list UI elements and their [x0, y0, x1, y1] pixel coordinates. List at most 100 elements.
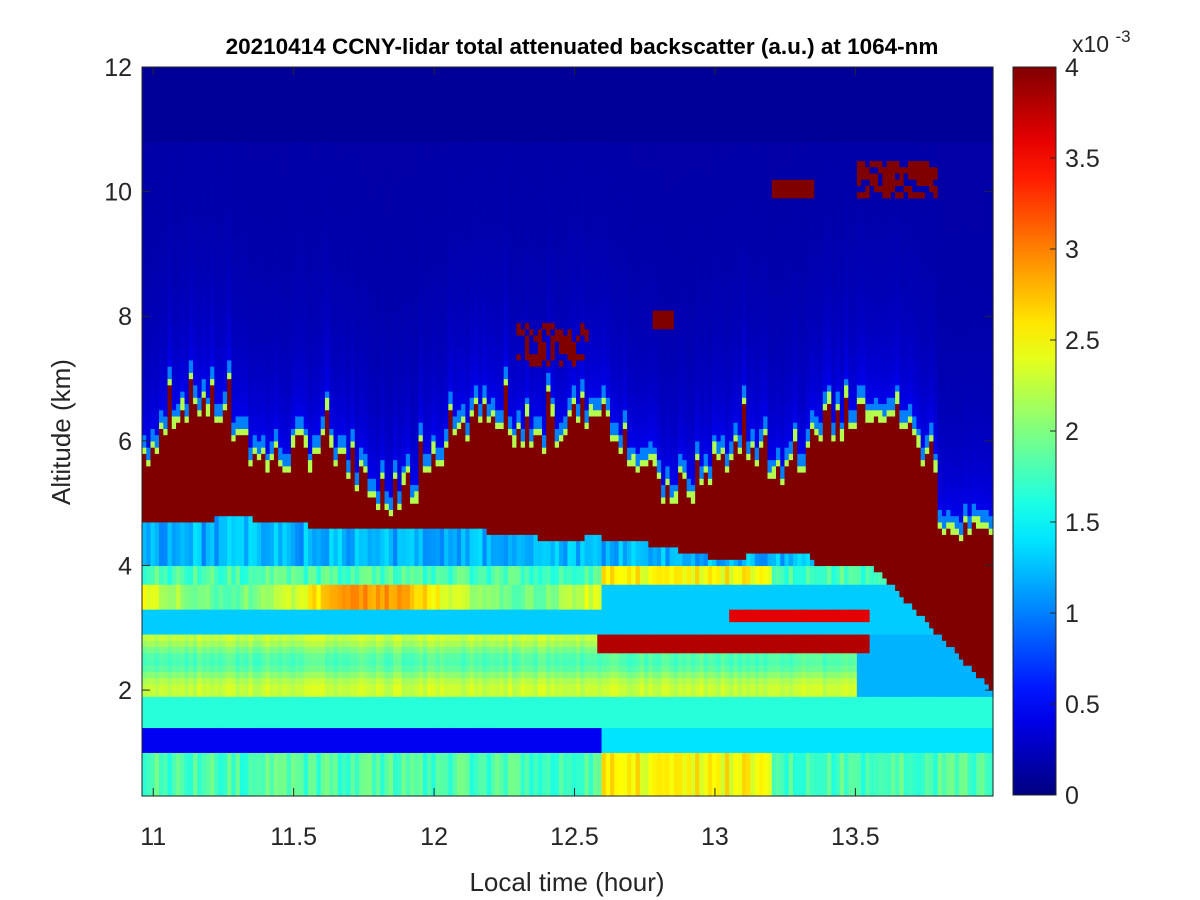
- heatmap-cell: [341, 447, 347, 454]
- heatmap-cell: [324, 727, 330, 753]
- heatmap-cell: [529, 652, 535, 660]
- heatmap-cell: [397, 334, 403, 342]
- heatmap-cell: [533, 253, 539, 267]
- heatmap-cell: [533, 652, 539, 660]
- heatmap-cell: [286, 658, 292, 666]
- heatmap-cell: [239, 353, 245, 361]
- heatmap-cell: [303, 272, 309, 280]
- heatmap-cell: [499, 634, 505, 641]
- heatmap-cell: [461, 260, 466, 267]
- heatmap-cell: [244, 334, 249, 342]
- heatmap-cell: [541, 609, 547, 635]
- heatmap-cell: [290, 584, 296, 610]
- heatmap-cell: [180, 640, 186, 648]
- heatmap-cell: [265, 696, 271, 729]
- heatmap-cell: [482, 727, 488, 753]
- heatmap-cell: [193, 353, 198, 361]
- heatmap-cell: [167, 658, 173, 666]
- heatmap-cell: [180, 347, 186, 355]
- heatmap-cell: [307, 447, 313, 454]
- heatmap-cell: [401, 353, 407, 361]
- heatmap-cell: [324, 609, 330, 635]
- heatmap-cell: [465, 640, 471, 648]
- heatmap-cell: [256, 328, 262, 336]
- heatmap-cell: [512, 359, 518, 367]
- heatmap-cell: [384, 752, 390, 797]
- heatmap-cell: [320, 752, 326, 797]
- heatmap-cell: [167, 148, 173, 168]
- heatmap-cell: [261, 334, 266, 342]
- heatmap-cell: [507, 322, 513, 330]
- heatmap-cell: [142, 303, 147, 311]
- heatmap-cell: [529, 372, 535, 380]
- heatmap-cell: [197, 671, 203, 679]
- heatmap-cell: [171, 372, 177, 380]
- heatmap-cell: [482, 334, 488, 342]
- heatmap-cell: [316, 303, 322, 311]
- heatmap-cell: [482, 652, 488, 660]
- heatmap-cell: [350, 690, 356, 697]
- heatmap-cell: [303, 634, 309, 641]
- heatmap-cell: [256, 391, 262, 398]
- heatmap-cell: [486, 634, 492, 641]
- heatmap-cell: [159, 241, 164, 255]
- heatmap-cell: [384, 472, 390, 479]
- heatmap-cell: [337, 216, 343, 236]
- heatmap-cell: [439, 272, 445, 286]
- heatmap-cell: [529, 141, 535, 155]
- heatmap-cell: [354, 440, 360, 448]
- heatmap-cell: [333, 67, 339, 143]
- heatmap-cell: [516, 141, 522, 168]
- heatmap-cell: [529, 752, 535, 797]
- heatmap-cell: [312, 447, 318, 454]
- heatmap-cell: [469, 278, 475, 286]
- heatmap-cell: [473, 609, 479, 635]
- heatmap-cell: [214, 415, 220, 423]
- heatmap-cell: [210, 148, 215, 168]
- heatmap-cell: [282, 609, 288, 635]
- heatmap-cell: [188, 652, 194, 660]
- heatmap-cell: [163, 665, 169, 672]
- heatmap-cell: [159, 609, 164, 635]
- heatmap-cell: [329, 328, 335, 336]
- heatmap-cell: [218, 241, 224, 249]
- heatmap-cell: [273, 341, 279, 348]
- heatmap-cell: [397, 478, 403, 486]
- heatmap-cell: [150, 341, 156, 348]
- heatmap-cell: [235, 584, 241, 610]
- heatmap-cell: [448, 154, 454, 174]
- heatmap-cell: [176, 521, 181, 567]
- heatmap-cell: [346, 185, 352, 218]
- heatmap-cell: [256, 658, 262, 666]
- heatmap-cell: [303, 185, 309, 211]
- heatmap-cell: [299, 658, 305, 666]
- heatmap-cell: [278, 391, 284, 398]
- heatmap-cell: [520, 658, 526, 666]
- heatmap-cell: [231, 671, 237, 679]
- heatmap-cell: [431, 403, 437, 411]
- heatmap-cell: [146, 291, 152, 299]
- heatmap-cell: [214, 652, 220, 660]
- heatmap-cell: [427, 646, 432, 654]
- heatmap-cell: [295, 652, 301, 660]
- heatmap-cell: [520, 185, 526, 211]
- heatmap-cell: [171, 67, 177, 143]
- heatmap-cell: [333, 397, 339, 405]
- heatmap-cell: [193, 584, 198, 610]
- heatmap-cell: [435, 328, 441, 336]
- heatmap-cell: [278, 658, 284, 666]
- heatmap-cell: [444, 422, 449, 429]
- heatmap-cell: [163, 683, 169, 691]
- heatmap-cell: [278, 384, 284, 392]
- heatmap-cell: [227, 197, 232, 205]
- heatmap-cell: [159, 384, 164, 392]
- heatmap-cell: [299, 67, 305, 143]
- heatmap-cell: [435, 67, 441, 143]
- heatmap-cell: [482, 671, 488, 679]
- heatmap-cell: [371, 235, 377, 261]
- heatmap-cell: [350, 334, 356, 342]
- heatmap-cell: [261, 453, 266, 523]
- heatmap-cell: [154, 328, 160, 336]
- heatmap-cell: [397, 384, 403, 392]
- heatmap-cell: [154, 341, 160, 348]
